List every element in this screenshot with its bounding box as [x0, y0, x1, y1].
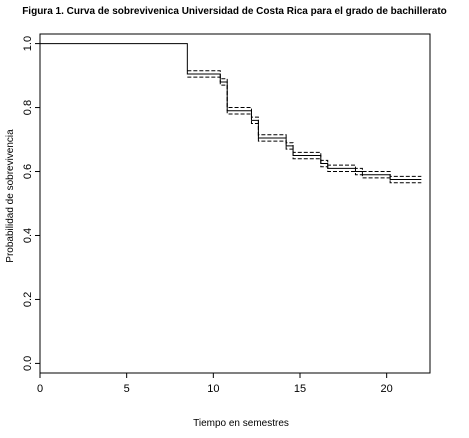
survival-curve-line — [40, 43, 422, 181]
y-tick-label: 0.8 — [22, 100, 34, 115]
series-layer — [40, 43, 422, 184]
y-axis: 0.0 0.2 0.4 0.6 0.8 1.0 — [22, 36, 40, 371]
x-axis-title: Tiempo en semestres — [193, 418, 289, 429]
chart-title: Figura 1. Curva de sobrevivenica Univers… — [22, 6, 447, 17]
x-tick-label: 20 — [381, 383, 393, 395]
y-axis-title: Probabilidad de sobrevivencia — [5, 129, 16, 263]
y-tick-label: 0.6 — [22, 164, 34, 179]
confidence-band-line — [187, 70, 422, 177]
x-tick-label: 10 — [207, 383, 219, 395]
x-tick-label: 5 — [124, 383, 130, 395]
x-tick-label: 15 — [294, 383, 306, 395]
confidence-band-line — [187, 76, 422, 184]
y-tick-label: 0.0 — [22, 356, 34, 371]
x-tick-label: 0 — [37, 383, 43, 395]
y-tick-label: 1.0 — [22, 36, 34, 51]
y-tick-label: 0.2 — [22, 292, 34, 307]
y-tick-label: 0.4 — [22, 228, 34, 243]
plot-frame — [39, 33, 431, 374]
x-axis: 0 5 10 15 20 — [37, 373, 393, 395]
